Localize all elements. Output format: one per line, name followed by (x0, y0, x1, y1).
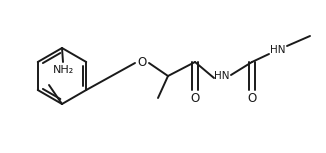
Text: O: O (247, 91, 257, 104)
Text: O: O (190, 91, 200, 104)
Text: O: O (137, 56, 147, 69)
Text: HN: HN (270, 45, 286, 55)
Text: HN: HN (214, 71, 230, 81)
Text: NH₂: NH₂ (52, 65, 74, 75)
